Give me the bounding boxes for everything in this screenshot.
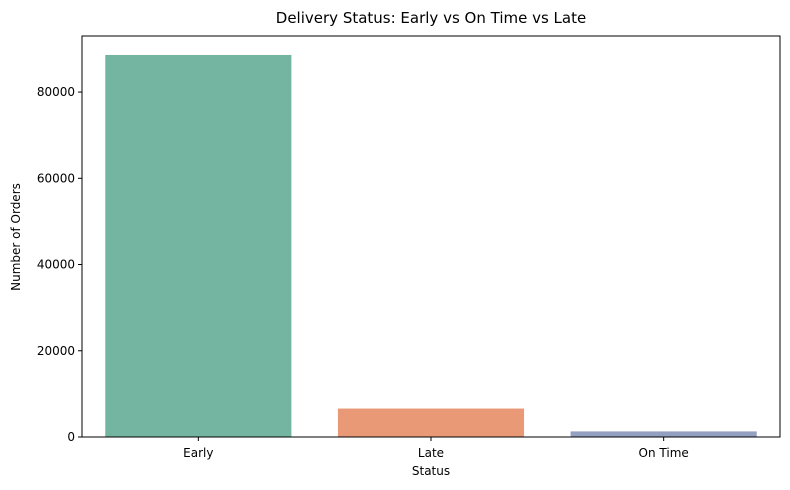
bar-on-time <box>570 431 757 437</box>
bar-early <box>105 54 292 437</box>
x-axis-label: Status <box>412 464 450 478</box>
x-tick-label: On Time <box>639 446 689 460</box>
plot-area: Early Late On Time 0 20000 40000 60000 80000 <box>37 35 781 460</box>
y-tick-label: 80000 <box>37 85 75 99</box>
y-tick-label: 40000 <box>37 258 75 272</box>
x-tick-label: Early <box>183 446 213 460</box>
y-tick-label: 60000 <box>37 171 75 185</box>
y-tick-label: 0 <box>67 430 75 444</box>
y-tick-label: 20000 <box>37 344 75 358</box>
bar-late <box>337 408 525 437</box>
chart-title: Delivery Status: Early vs On Time vs Lat… <box>276 9 586 27</box>
plot-frame <box>81 35 781 438</box>
x-tick-label: Late <box>418 446 444 460</box>
y-axis-label: Number of Orders <box>9 183 23 291</box>
